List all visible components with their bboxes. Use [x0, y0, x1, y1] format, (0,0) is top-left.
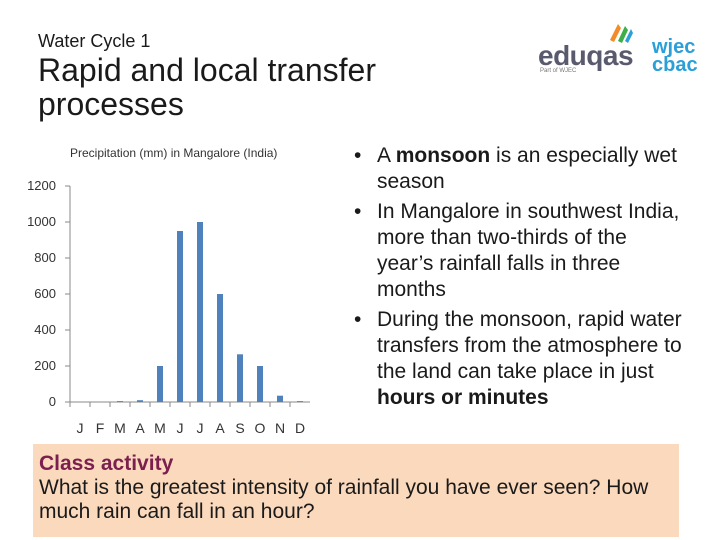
y-tick-label: 800 — [34, 250, 56, 265]
bar-4 — [157, 366, 163, 402]
section-label-text: Water Cycle — [38, 31, 136, 51]
bullet-item: • A monsoon is an especially wet season — [352, 143, 682, 195]
wjec-text: wjec — [652, 36, 696, 58]
bar-2 — [117, 401, 123, 402]
bar-5 — [177, 231, 183, 402]
x-tick-label: O — [254, 420, 266, 436]
y-tick-label: 400 — [34, 322, 56, 337]
class-activity-box: Class activity What is the greatest inte… — [33, 444, 679, 537]
bar-3 — [137, 400, 143, 402]
eduqas-logo: eduqas — [538, 40, 634, 71]
bullet-bold: monsoon — [395, 144, 491, 167]
bullet-text: A — [377, 144, 396, 167]
precipitation-chart: Precipitation (mm) in Mangalore (India) … — [0, 138, 340, 438]
section-label: Water Cycle 1 — [38, 31, 150, 52]
class-activity-text: What is the greatest intensity of rainfa… — [39, 476, 649, 523]
class-activity-title: Class activity — [39, 452, 174, 475]
bar-9 — [257, 366, 263, 402]
y-tick-label: 1200 — [27, 178, 56, 193]
x-tick-label: F — [95, 420, 105, 436]
x-tick-label: M — [114, 420, 126, 436]
y-tick-label: 200 — [34, 358, 56, 373]
wjec-cbac-logo: wjec cbac — [652, 36, 698, 76]
x-tick-label: S — [235, 420, 245, 436]
bullet-item: • In Mangalore in southwest India, more … — [352, 199, 682, 303]
x-tick-label: D — [294, 420, 306, 436]
bullet-text-end: is an especially wet season — [377, 144, 677, 193]
bullet-icon: • — [354, 200, 362, 223]
y-tick-label: 600 — [34, 286, 56, 301]
bar-8 — [237, 354, 243, 402]
bullet-icon: • — [354, 308, 362, 331]
slide-title: Rapid and local transfer processes — [38, 52, 376, 122]
bar-7 — [217, 294, 223, 402]
bullet-bold: hours or minutes — [377, 386, 549, 409]
eduqas-mark-icon — [610, 24, 633, 43]
x-tick-label: M — [154, 420, 166, 436]
bar-10 — [277, 395, 283, 402]
bullet-text: During the monsoon, rapid water transfer… — [377, 308, 682, 383]
x-tick-label: A — [215, 420, 225, 436]
bullet-list: • A monsoon is an especially wet season … — [352, 143, 682, 415]
x-tick-label: J — [76, 420, 84, 436]
bullet-icon: • — [354, 144, 362, 167]
chart-title: Precipitation (mm) in Mangalore (India) — [70, 146, 278, 160]
bar-6 — [197, 222, 203, 402]
section-number: 1 — [140, 31, 151, 51]
chart-plot — [65, 185, 310, 407]
x-tick-label: N — [274, 420, 286, 436]
y-tick-label: 1000 — [27, 214, 56, 229]
x-tick-label: J — [196, 420, 204, 436]
eduqas-tagline: Part of WJEC — [540, 68, 577, 74]
bullet-item: • During the monsoon, rapid water transf… — [352, 307, 682, 411]
x-tick-label: A — [135, 420, 145, 436]
x-tick-label: J — [176, 420, 184, 436]
bar-11 — [297, 401, 303, 402]
y-tick-label: 0 — [48, 394, 56, 409]
cbac-text: cbac — [652, 54, 698, 76]
logo-group: eduqas Part of WJEC wjec cbac — [528, 18, 708, 80]
bullet-text: In Mangalore in southwest India, more th… — [377, 200, 680, 301]
